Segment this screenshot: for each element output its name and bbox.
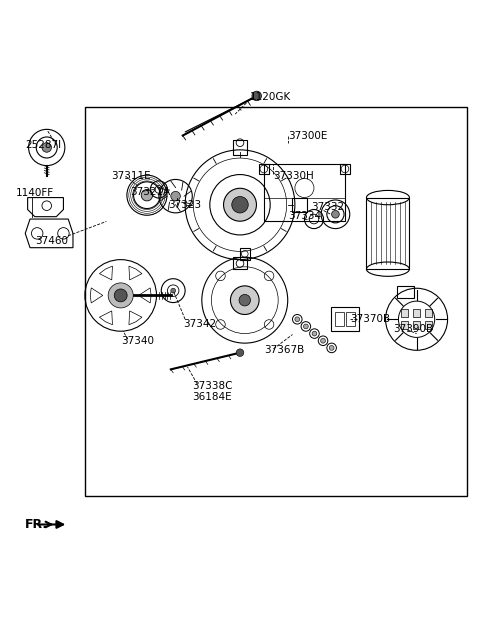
Bar [292, 198, 307, 212]
Circle shape [141, 189, 153, 201]
Text: 37334: 37334 [288, 211, 321, 221]
Circle shape [42, 143, 51, 152]
Text: 37460: 37460 [35, 235, 68, 245]
Bar [240, 248, 250, 260]
Text: 37300E: 37300E [288, 131, 327, 140]
Text: FR.: FR. [25, 518, 48, 531]
Text: 25287I: 25287I [25, 140, 61, 150]
Bar [340, 164, 350, 174]
Circle shape [171, 191, 180, 201]
Text: 37340: 37340 [120, 336, 154, 346]
Text: 37370B: 37370B [350, 314, 390, 325]
Circle shape [295, 317, 300, 321]
Text: 1120GK: 1120GK [250, 92, 291, 103]
Bar [397, 286, 414, 298]
Circle shape [329, 345, 334, 350]
Text: 37342: 37342 [183, 319, 216, 329]
Circle shape [239, 294, 251, 306]
Text: 37323: 37323 [168, 200, 202, 209]
Bar [233, 257, 247, 269]
Bar [85, 107, 467, 496]
Text: 37332: 37332 [312, 202, 345, 212]
Bar [366, 198, 409, 269]
Circle shape [312, 331, 317, 336]
Bar [425, 321, 432, 329]
Circle shape [108, 283, 133, 308]
Bar [336, 312, 344, 326]
Circle shape [236, 349, 244, 357]
Circle shape [232, 196, 248, 213]
Bar [346, 312, 355, 326]
Bar [331, 308, 360, 331]
Bar [264, 164, 345, 221]
Text: 37311E: 37311E [111, 171, 151, 181]
Text: 37338C: 37338C [192, 381, 233, 391]
Circle shape [230, 286, 259, 314]
Text: 36184E: 36184E [192, 392, 232, 401]
Bar [413, 321, 420, 329]
Bar [425, 309, 432, 317]
Circle shape [303, 324, 308, 329]
Text: 37321A: 37321A [130, 187, 170, 197]
Bar [401, 321, 408, 329]
Bar [401, 309, 408, 317]
Text: 37390B: 37390B [393, 324, 433, 334]
Text: 1140FF: 1140FF [16, 188, 54, 198]
Text: 37330H: 37330H [274, 171, 314, 181]
Bar [233, 140, 247, 155]
Bar [259, 164, 269, 174]
Circle shape [321, 338, 325, 343]
Bar [413, 309, 420, 317]
Circle shape [252, 91, 262, 101]
Circle shape [224, 188, 256, 221]
Circle shape [114, 289, 127, 302]
Circle shape [332, 211, 339, 218]
Text: 37367B: 37367B [264, 345, 304, 355]
Circle shape [171, 288, 176, 293]
